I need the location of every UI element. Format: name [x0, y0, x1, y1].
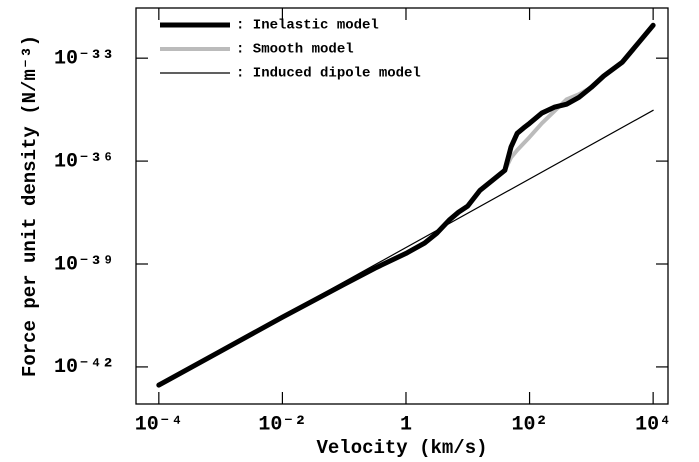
y-tick-label: 10⁻⁴²	[54, 356, 114, 379]
plot-frame	[135, 7, 669, 405]
y-axis-label: Force per unit density (N/m⁻³)	[19, 35, 41, 377]
y-tick-label: 10⁻³⁹	[54, 253, 114, 276]
y-tick-label: 10⁻³⁶	[54, 150, 114, 173]
x-tick-label: 10⁴	[635, 413, 671, 436]
legend-label: : Induced dipole model	[236, 66, 421, 82]
legend-label: : Smooth model	[236, 42, 354, 58]
x-tick-label: 1	[400, 413, 412, 436]
x-tick-label: 10⁻⁴	[135, 413, 183, 436]
y-tick-label: 10⁻³³	[54, 47, 114, 70]
x-tick-label: 10⁻²	[258, 413, 306, 436]
legend-label: : Inelastic model	[236, 18, 379, 34]
series-line	[156, 22, 656, 388]
x-axis-label: Velocity (km/s)	[316, 437, 487, 459]
x-tick-label: 10²	[512, 413, 548, 436]
